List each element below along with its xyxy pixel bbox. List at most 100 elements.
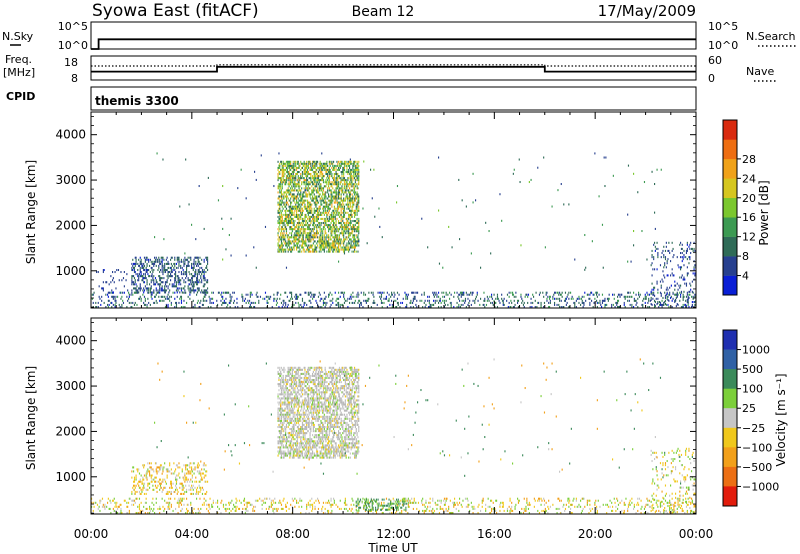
scatter-cell [221,303,223,306]
scatter-cell [249,291,251,294]
scatter-cell [281,246,283,249]
scatter-cell [312,183,314,186]
scatter-cell [366,242,368,245]
scatter-cell [326,211,328,214]
scatter-cell [193,289,195,292]
scatter-cell [341,173,343,176]
scatter-cell [278,185,280,188]
scatter-cell [338,201,340,204]
scatter-cell [342,189,344,192]
scatter-cell [427,295,429,298]
scatter-cell [319,299,321,302]
scatter-cell [349,217,351,220]
scatter-cell [289,409,291,412]
scatter-cell [199,256,201,259]
scatter-cell [354,209,356,212]
scatter-cell [319,173,321,176]
scatter-cell [532,293,534,296]
scatter-cell [345,164,347,167]
scatter-cell [344,191,346,194]
scatter-cell [195,262,197,265]
scatter-cell [294,234,296,237]
scatter-cell [193,275,195,278]
scatter-cell [320,250,322,253]
scatter-cell [335,191,337,194]
scatter-cell [343,168,345,171]
scatter-cell [344,211,346,214]
scatter-cell [142,266,144,269]
scatter-cell [294,201,296,204]
scatter-cell [658,306,660,309]
scatter-cell [298,181,300,184]
scatter-cell [484,297,486,300]
scatter-cell [164,262,166,265]
scatter-cell [300,293,302,296]
scatter-cell [318,166,320,169]
scatter-cell [349,215,351,218]
scatter-cell [138,277,140,280]
scatter-cell [276,297,278,300]
scatter-cell [283,299,285,302]
scatter-cell [309,238,311,241]
scatter-cell [318,226,320,229]
scatter-cell [169,299,171,302]
scatter-cell [280,442,282,445]
scatter-cell [333,240,335,243]
scatter-cell [493,299,495,302]
scatter-cell [324,222,326,225]
scatter-cell [290,201,292,204]
scatter-cell [326,301,328,304]
scatter-cell [283,168,285,171]
scatter-cell [289,383,291,386]
scatter-cell [333,164,335,167]
scatter-cell [433,303,435,306]
scatter-cell [476,293,478,296]
scatter-cell [304,173,306,176]
scatter-cell [342,232,344,235]
scatter-cell [303,201,305,204]
scatter-cell [107,295,109,298]
scatter-cell [657,247,659,250]
scatter-cell [355,193,357,196]
scatter-cell [307,207,309,210]
scatter-cell [332,177,334,180]
scatter-cell [449,297,451,300]
scatter-cell [188,279,190,282]
scatter-cell [294,185,296,188]
scatter-cell [461,299,463,302]
scatter-cell [277,201,279,204]
scatter-cell [350,213,352,216]
scatter-cell [280,238,282,241]
scatter-cell [330,215,332,218]
scatter-cell [323,205,325,208]
scatter-cell [284,454,286,457]
scatter-cell [654,183,656,186]
scatter-cell [321,213,323,216]
scatter-cell [196,275,199,278]
scatter-cell [331,226,333,229]
scatter-cell [304,168,306,171]
scatter-cell [133,266,135,269]
scatter-cell [296,236,298,239]
scatter-cell [596,306,598,309]
scatter-cell [354,181,356,184]
scatter-cell [525,293,527,296]
scatter-cell [513,306,515,309]
scatter-cell [309,173,311,176]
scatter-cell [318,193,320,196]
scatter-cell [357,228,359,231]
scatter-cell [277,166,279,169]
scatter-cell [193,262,195,265]
scatter-cell [280,366,283,369]
scatter-cell [288,405,290,408]
scatter-cell [412,291,414,294]
scatter-cell [288,401,290,404]
scatter-cell [198,279,200,282]
scatter-cell [172,269,174,272]
scatter-cell [290,177,292,180]
scatter-cell [417,291,419,294]
scatter-cell [451,246,453,249]
scatter-cell [496,306,499,309]
scatter-cell [286,224,288,227]
scatter-cell [185,273,187,276]
